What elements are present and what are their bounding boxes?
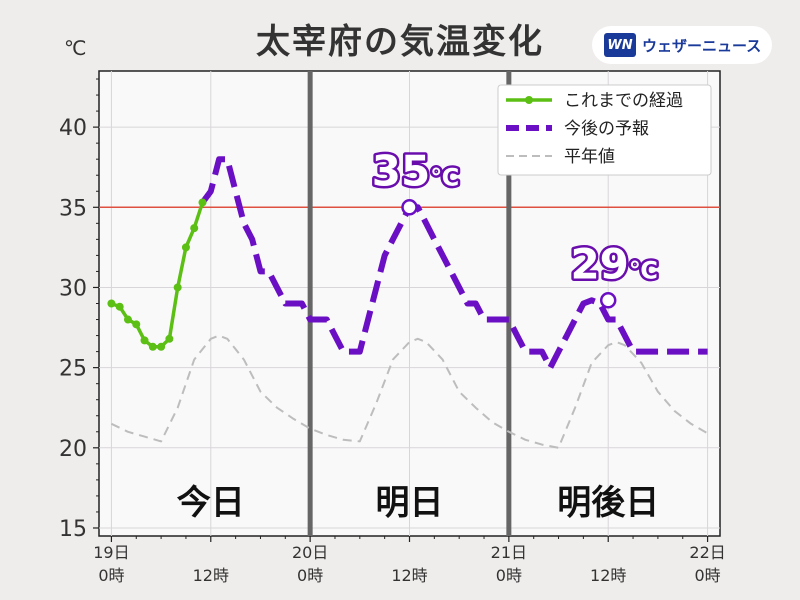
legend-label: 今後の予報: [564, 119, 649, 139]
observed-point: [198, 198, 207, 207]
y-tick-label: 30: [59, 276, 87, 301]
observed-point: [165, 334, 174, 343]
peak-marker: [599, 292, 617, 309]
brand-badge: WN ウェザーニュース: [592, 26, 772, 64]
brand-name: ウェザーニュース: [642, 36, 762, 55]
period-label: 今日: [177, 483, 245, 523]
observed-point: [148, 342, 157, 351]
y-tick-label: 15: [59, 517, 87, 542]
observed-point: [157, 342, 166, 351]
y-tick-label: 20: [59, 437, 87, 462]
observed-point: [107, 299, 116, 308]
chart-title: 太宰府の気温変化: [256, 22, 544, 62]
x-tick-hour-label: 0時: [98, 566, 124, 585]
legend-marker: [525, 96, 533, 104]
wn-logo-icon: WN: [604, 33, 636, 57]
y-tick-label: 25: [59, 357, 87, 382]
observed-point: [181, 243, 190, 252]
observed-point: [132, 320, 141, 329]
series-line-forecast: [200, 156, 708, 371]
observed-point: [173, 283, 182, 292]
peak-label: 35℃: [372, 146, 460, 195]
legend-box: [497, 84, 712, 176]
legend-label: これまでの経過: [564, 91, 683, 111]
x-tick-day-label: 22日: [689, 543, 725, 562]
x-tick-hour-label: 12時: [590, 566, 626, 585]
y-tick-label: 35: [59, 196, 87, 221]
x-tick-hour-label: 0時: [297, 566, 323, 585]
legend-label: 平年値: [564, 147, 615, 167]
x-tick-hour-label: 12時: [391, 566, 427, 585]
period-label: 明日: [376, 483, 444, 523]
peak-unit: ℃: [629, 256, 658, 284]
observed-point: [115, 302, 124, 311]
peak-unit: ℃: [430, 163, 459, 191]
peak-marker: [401, 199, 418, 216]
observed-point: [190, 224, 199, 233]
peak-value: 29: [570, 239, 628, 288]
peak-label: 29℃: [570, 239, 658, 288]
x-tick-day-label: 20日: [292, 543, 328, 562]
period-label: 明後日: [557, 483, 659, 523]
y-axis-unit: ℃: [64, 36, 87, 60]
x-tick-day-label: 21日: [491, 543, 527, 562]
observed-point: [140, 336, 149, 345]
x-tick-hour-label: 12時: [193, 566, 229, 585]
x-tick-day-label: 19日: [93, 543, 129, 562]
x-tick-hour-label: 0時: [496, 566, 522, 585]
observed-point: [123, 315, 132, 324]
series-line-normal: [110, 334, 709, 449]
x-tick-hour-label: 0時: [694, 566, 720, 585]
peak-value: 35: [372, 146, 430, 195]
y-tick-label: 40: [59, 116, 87, 141]
